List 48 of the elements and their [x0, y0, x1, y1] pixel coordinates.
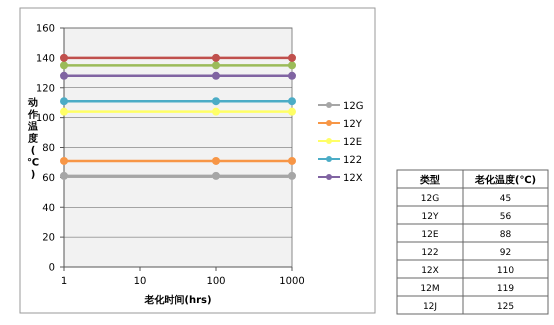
point [288, 54, 296, 62]
text: 122 [421, 248, 439, 258]
y-tick-label: 60 [42, 172, 55, 184]
y-tick-label: 160 [36, 24, 55, 34]
y-tick-label: 140 [36, 53, 55, 64]
y-tick-label: 120 [36, 83, 55, 94]
text: 12M [420, 284, 440, 294]
x-axis-title: 老化时间(hrs) [143, 294, 212, 306]
point [60, 108, 68, 116]
text: 88 [500, 230, 512, 240]
point [60, 172, 68, 180]
text: 12X [421, 266, 439, 276]
point [60, 61, 68, 70]
text: 12Y [422, 212, 439, 222]
x-tick-label: 10 [134, 276, 146, 287]
point [288, 156, 296, 165]
text: 92 [500, 248, 512, 258]
y-tick-label: 40 [42, 202, 55, 214]
text: 12E [421, 230, 439, 240]
text: 119 [496, 284, 514, 294]
legend-label: 12Y [343, 119, 363, 130]
text: 老化温度(℃) [474, 174, 536, 186]
x-tick-label: 1000 [279, 276, 305, 287]
legend-label: 12G [343, 101, 364, 112]
x-tick-label: 1 [60, 276, 68, 287]
y-tick-label: 20 [42, 232, 55, 244]
text: 12J [422, 302, 438, 312]
point [288, 61, 296, 70]
point [288, 97, 296, 106]
point [288, 172, 296, 180]
text: 125 [496, 302, 514, 312]
text: 类型 [419, 174, 440, 186]
legend-label: 122 [343, 155, 362, 166]
text: 56 [500, 212, 512, 222]
point [288, 108, 296, 116]
legend-label: 12X [343, 173, 363, 184]
point [60, 54, 68, 62]
text: 110 [496, 266, 514, 276]
point [288, 72, 296, 80]
point [60, 97, 68, 106]
x-tick-label: 100 [206, 276, 226, 287]
point [60, 156, 68, 165]
y-tick-label: 0 [48, 262, 55, 274]
y-tick-label: 80 [42, 143, 55, 154]
text: 12G [420, 194, 440, 204]
legend-label: 12E [343, 137, 362, 148]
point [60, 72, 68, 80]
text: 45 [500, 194, 512, 204]
